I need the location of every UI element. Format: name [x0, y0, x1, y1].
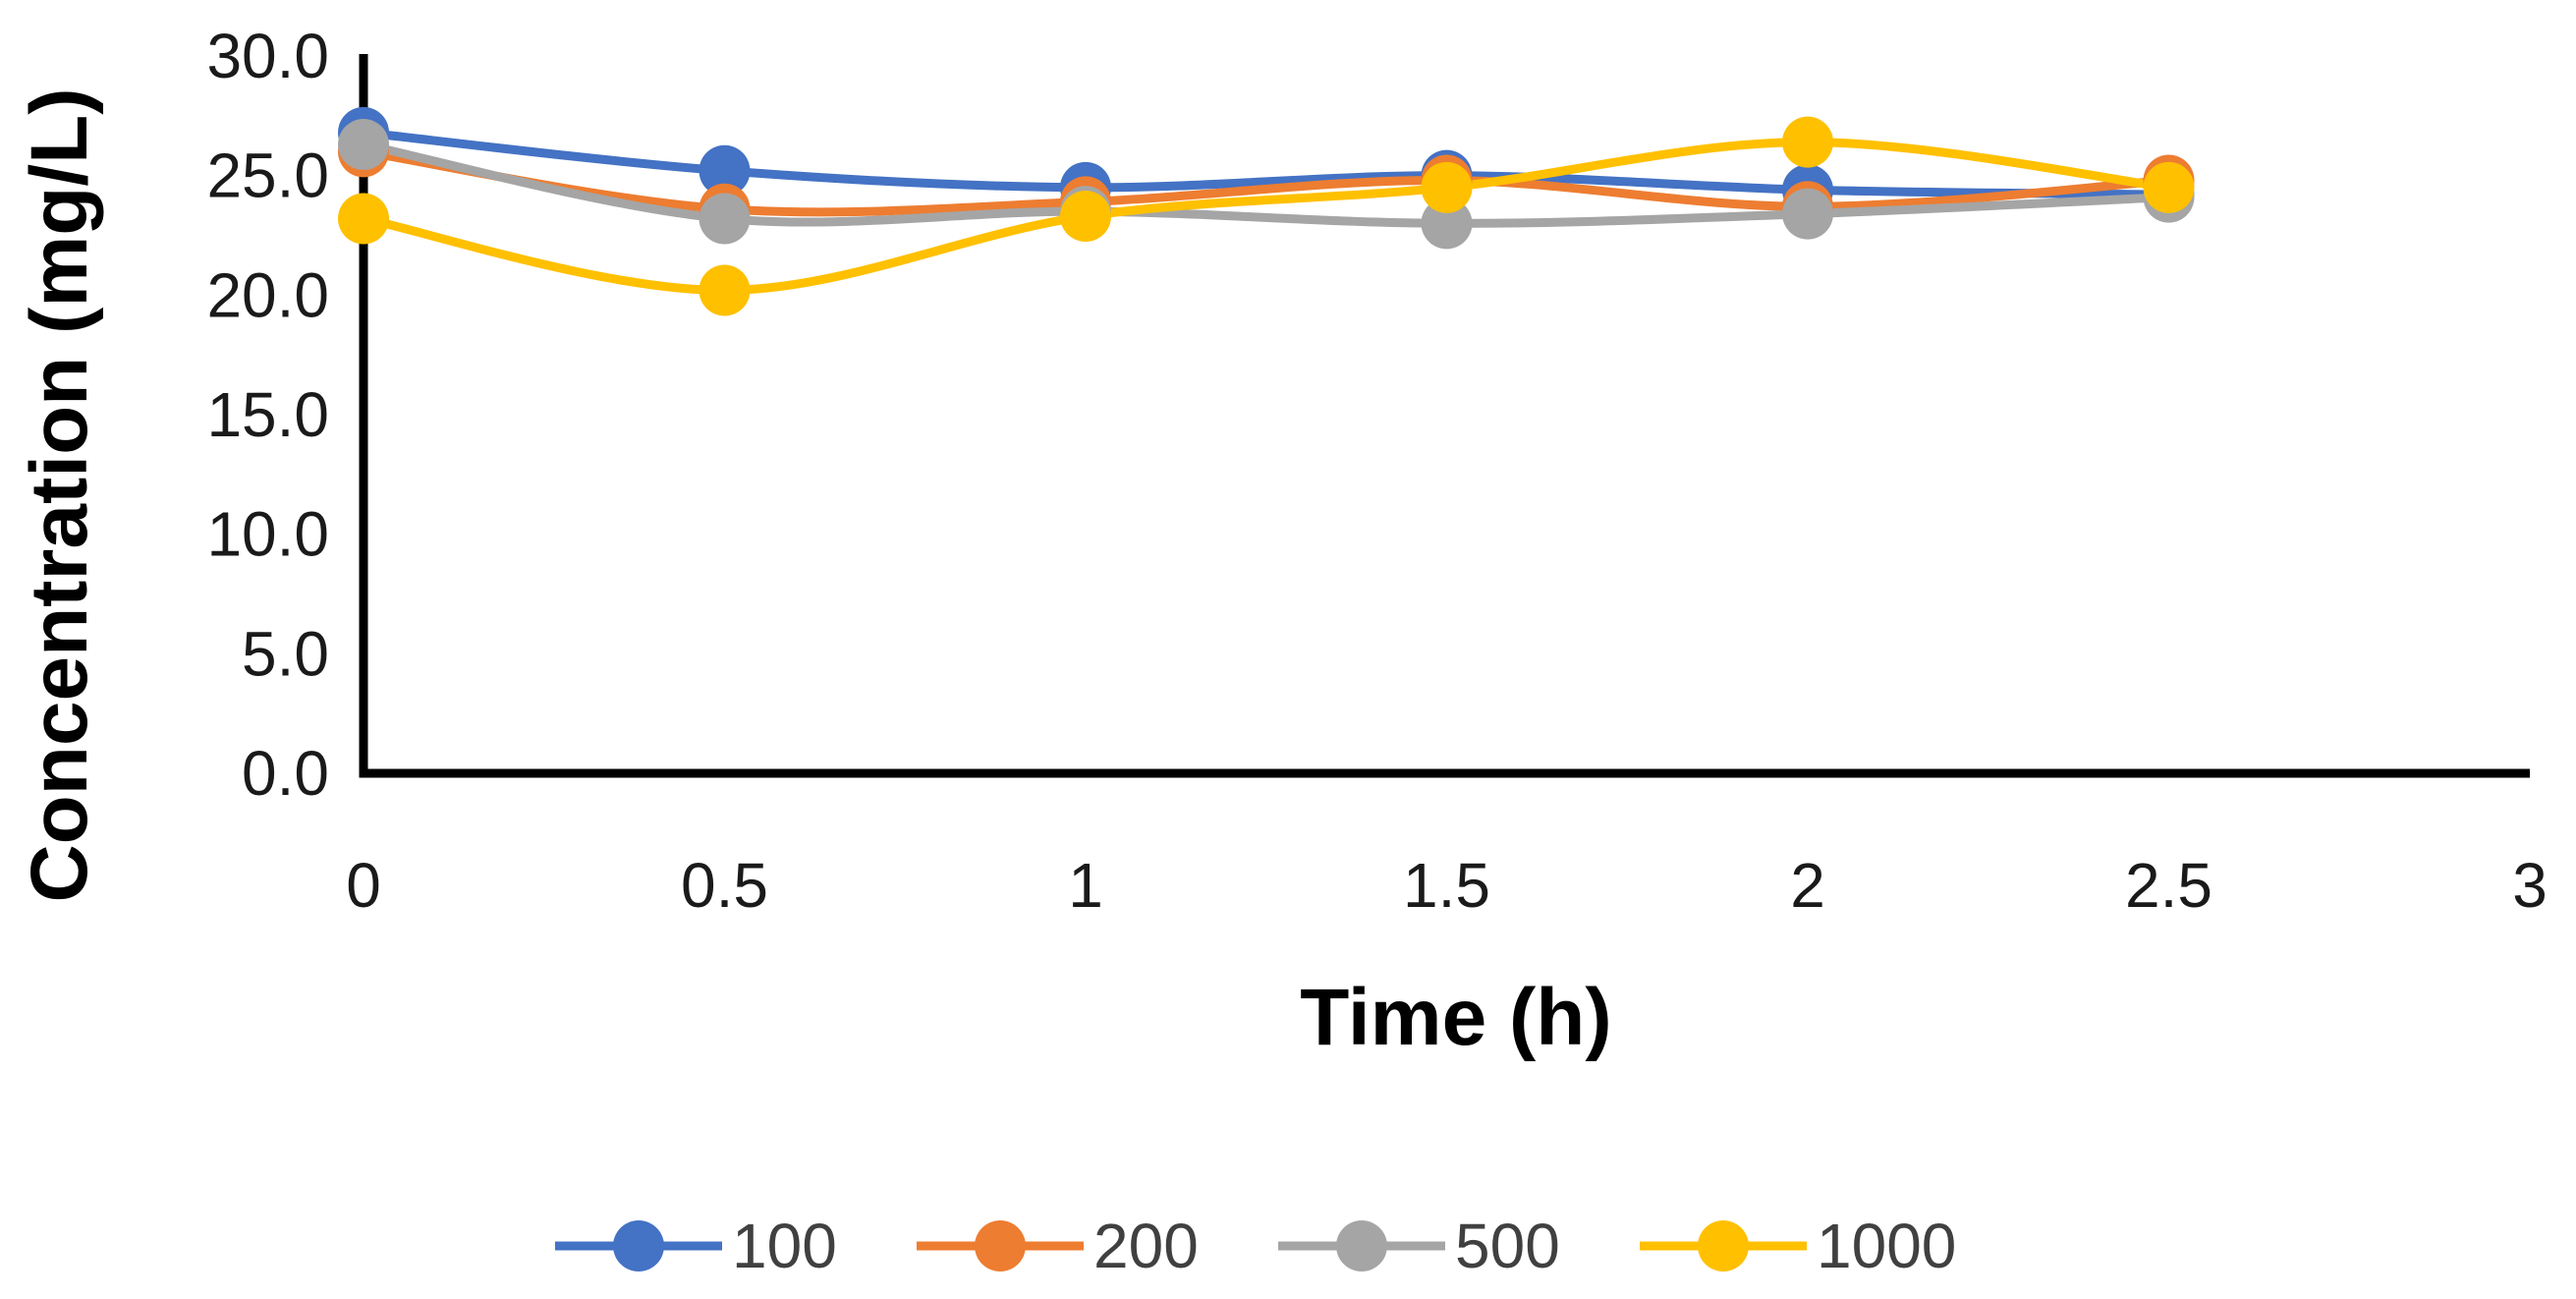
data-point-1000: [1060, 191, 1111, 243]
y-tick-label: 25.0: [206, 141, 329, 211]
data-point-500: [338, 119, 389, 171]
x-tick-label: 1.5: [1403, 850, 1490, 921]
data-point-1000: [699, 264, 751, 316]
series-layer: [359, 128, 2173, 295]
x-tick-label: 0: [346, 850, 381, 921]
y-tick-label: 20.0: [206, 259, 329, 330]
x-tick-label: 2.5: [2125, 850, 2212, 921]
legend-label-200: 200: [1093, 1211, 1199, 1281]
legend: 100 200 500 1000: [555, 1211, 1956, 1281]
y-tick-label: 30.0: [206, 21, 329, 91]
x-tick-label: 1: [1068, 850, 1103, 921]
y-tick-label: 15.0: [206, 379, 329, 450]
legend-label-100: 100: [732, 1211, 837, 1281]
y-tick-label: 5.0: [242, 618, 329, 689]
data-point-500: [699, 193, 751, 245]
legend-marker-100: [613, 1220, 664, 1271]
y-tick-label: 10.0: [206, 499, 329, 570]
data-point-1000: [1421, 161, 1473, 213]
legend-label-500: 500: [1455, 1211, 1560, 1281]
marker-layer: [338, 106, 2195, 316]
legend-label-1000: 1000: [1817, 1211, 1956, 1281]
y-tick-label: 0.0: [242, 738, 329, 809]
series-line-100: [359, 128, 2173, 199]
series-line-500: [359, 140, 2173, 228]
x-tick-labels: 0 0.5 1 1.5 2 2.5 3: [346, 850, 2548, 921]
legend-marker-500: [1336, 1220, 1387, 1271]
series-line-1000: [359, 138, 2173, 295]
data-point-500: [1782, 188, 1833, 240]
data-point-1000: [338, 193, 389, 245]
data-point-1000: [1782, 116, 1833, 168]
y-tick-labels: 0.0 5.0 10.0 15.0 20.0 25.0 30.0: [206, 21, 329, 809]
legend-marker-200: [975, 1220, 1026, 1271]
legend-marker-1000: [1698, 1220, 1749, 1271]
y-axis-title: Concentration (mg/L): [15, 87, 104, 902]
series-line-200: [359, 146, 2173, 217]
data-point-100: [699, 144, 751, 197]
x-tick-label: 0.5: [681, 850, 768, 921]
data-point-1000: [2143, 161, 2195, 213]
data-point-500: [1421, 198, 1473, 250]
x-tick-label: 3: [2512, 850, 2548, 921]
x-axis-title: Time (h): [1300, 973, 1611, 1062]
x-tick-label: 2: [1790, 850, 1825, 921]
